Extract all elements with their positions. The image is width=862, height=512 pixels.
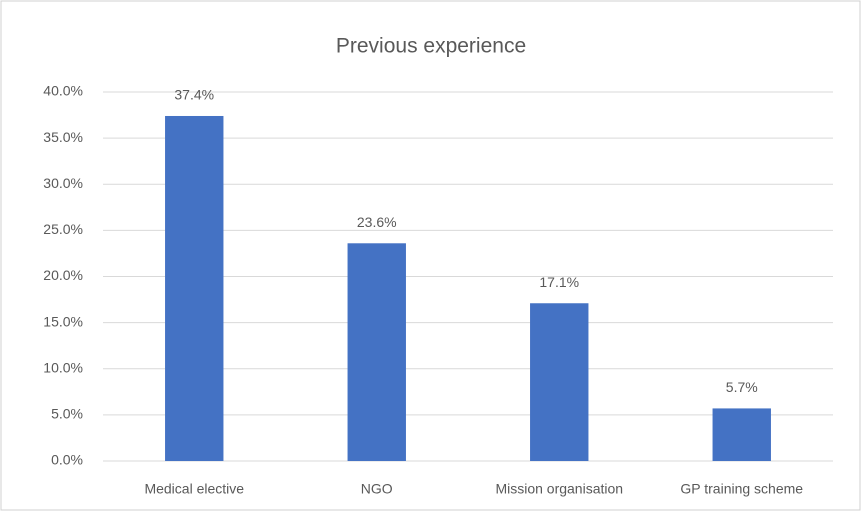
y-tick-label: 0.0% [51,452,83,468]
bar [530,303,589,461]
y-tick-label: 30.0% [43,175,83,191]
data-label: 37.4% [174,87,214,103]
chart-title: Previous experience [336,35,526,58]
y-tick-label: 15.0% [43,313,83,329]
bar [712,408,771,461]
bar [347,243,406,461]
data-label: 5.7% [726,379,758,395]
bar [165,115,224,462]
y-tick-label: 20.0% [43,267,83,283]
y-tick-label: 10.0% [43,359,83,375]
y-tick-label: 5.0% [51,406,83,422]
x-tick-label: Mission organisation [495,481,623,497]
y-tick-label: 25.0% [43,221,83,237]
data-label: 17.1% [539,274,579,290]
x-tick-label: GP training scheme [680,481,803,497]
y-tick-label: 35.0% [43,129,83,145]
data-label: 23.6% [357,214,397,230]
x-tick-label: Medical elective [144,481,244,497]
y-tick-label: 40.0% [43,83,83,99]
x-tick-label: NGO [361,481,393,497]
